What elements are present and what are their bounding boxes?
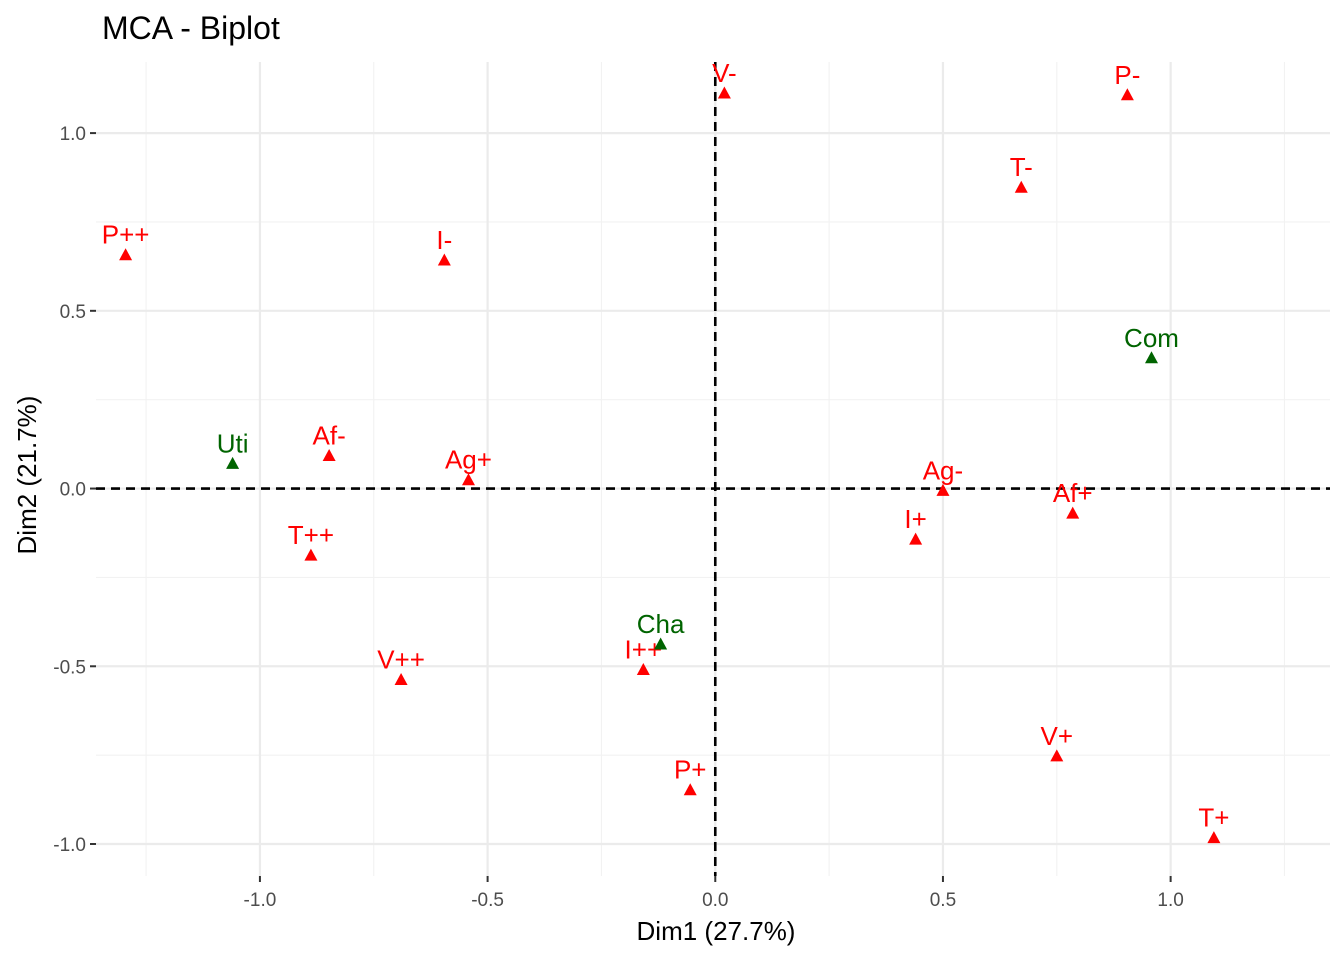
y-tick-label: 0.5 — [60, 302, 86, 323]
data-point-marker — [1120, 88, 1134, 101]
reference-lines — [96, 62, 1330, 876]
data-point-label: Af- — [313, 421, 346, 451]
data-point-marker — [683, 783, 697, 796]
data-point-marker — [461, 473, 475, 486]
data-point-marker — [1066, 506, 1080, 519]
data-point-marker — [909, 532, 923, 545]
x-tick-label: -1.0 — [244, 890, 277, 911]
y-axis-title: Dim2 (21.7%) — [12, 396, 42, 555]
data-point-marker — [437, 253, 451, 266]
x-tick-label: 0.5 — [930, 890, 956, 911]
data-point-marker — [636, 663, 650, 676]
data-point-label: V++ — [377, 644, 425, 674]
data-point-marker — [1050, 749, 1064, 762]
data-point-label: P+ — [674, 755, 707, 785]
data-point-marker — [717, 86, 731, 99]
data-point-label: V- — [712, 58, 737, 88]
data-point-marker — [119, 248, 133, 261]
data-point-label: Ag- — [923, 455, 963, 485]
data-point-label: V+ — [1041, 721, 1074, 751]
data-point-label: Uti — [217, 428, 249, 458]
data-point-label: I+ — [904, 504, 926, 534]
data-point-marker — [1207, 831, 1221, 844]
data-point-label: Com — [1124, 323, 1179, 353]
data-point-label: T+ — [1198, 803, 1229, 833]
y-tick-label: -0.5 — [53, 657, 86, 678]
y-tick-label: -1.0 — [53, 835, 86, 856]
data-point-marker — [1145, 351, 1159, 364]
data-point-label: I- — [436, 225, 452, 255]
data-point-label: Cha — [637, 609, 685, 639]
data-point-label: T++ — [288, 520, 334, 550]
data-point-label: P++ — [102, 220, 150, 250]
x-axis-title: Dim1 (27.7%) — [637, 916, 796, 946]
axis-ticks: -1.0 -0.5 0.0 0.5 1.0 -1.0 -0.5 0.0 0.5 1.0 — [53, 124, 1184, 911]
data-point-label: P- — [1114, 60, 1140, 90]
data-point-marker — [322, 449, 336, 462]
data-point-marker — [1014, 180, 1028, 193]
y-tick-label: 0.0 — [60, 480, 86, 501]
y-tick-label: 1.0 — [60, 124, 86, 145]
data-point-marker — [936, 483, 950, 496]
data-point-marker — [304, 548, 318, 561]
data-points: V- P- T- P++ I- Af- Ag+ Ag- Af+ I+ T++ I++ V++ V+ P+ T+… — [102, 58, 1229, 844]
data-point-label: I++ — [625, 635, 663, 665]
chart-title: MCA - Biplot — [102, 10, 280, 46]
data-point-label: Af+ — [1053, 478, 1093, 508]
data-point-marker — [226, 456, 240, 469]
data-point-marker — [394, 672, 408, 685]
x-tick-label: -0.5 — [471, 890, 504, 911]
x-tick-label: 1.0 — [1157, 890, 1183, 911]
data-point-marker — [654, 637, 668, 650]
x-tick-label: 0.0 — [702, 890, 728, 911]
data-point-label: Ag+ — [445, 445, 492, 475]
data-point-label: T- — [1010, 152, 1033, 182]
